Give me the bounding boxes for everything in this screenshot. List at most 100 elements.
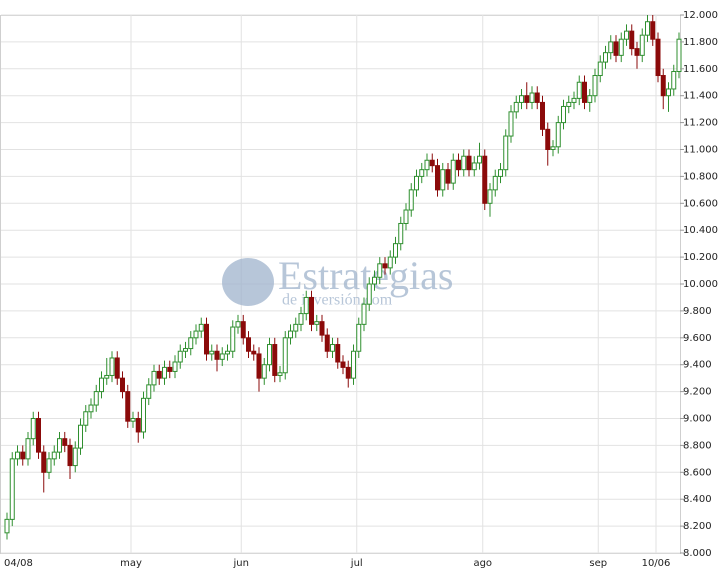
candle-body — [419, 169, 425, 177]
candle-body — [634, 48, 640, 56]
candle-body — [235, 321, 241, 328]
candle-body — [508, 111, 514, 137]
candle-body — [466, 155, 472, 171]
candle-body — [109, 357, 115, 376]
candle-body — [214, 350, 220, 360]
candle-body — [93, 391, 99, 406]
grid — [1, 14, 680, 554]
candle-body — [597, 61, 603, 77]
candle-body — [639, 34, 645, 56]
candle-body — [146, 384, 152, 399]
candle-body — [487, 189, 493, 204]
candle-body — [414, 175, 419, 191]
candle-body — [141, 397, 146, 433]
candle-body — [676, 38, 682, 72]
candle-body — [314, 321, 320, 325]
candle-body — [608, 41, 614, 54]
candle-body — [335, 344, 341, 363]
y-tick-label: 8.600 — [683, 467, 712, 478]
candle-body — [67, 444, 73, 467]
candle-body — [440, 169, 446, 191]
candle-body — [566, 101, 572, 107]
candle-body — [324, 334, 330, 352]
candle-body — [198, 323, 204, 332]
candle-body — [225, 350, 230, 355]
x-tick-label: jul — [350, 558, 363, 569]
candle-body — [46, 458, 52, 473]
candle-body — [618, 38, 624, 56]
candle-body — [20, 451, 26, 460]
candle-body — [156, 370, 162, 379]
candle-body — [408, 189, 414, 211]
candle-body — [25, 438, 31, 460]
candle-body — [655, 38, 661, 77]
candle-body — [261, 364, 267, 379]
candle-body — [660, 75, 666, 97]
candle-body — [361, 303, 367, 325]
candle-body — [256, 353, 262, 379]
candle-body — [545, 128, 551, 150]
candle-body — [125, 391, 131, 422]
candle-body — [550, 146, 556, 150]
candle-body — [230, 326, 236, 352]
candle-body — [345, 366, 351, 379]
candle-body — [624, 30, 629, 40]
candle-body — [461, 155, 467, 171]
y-tick-label: 8.000 — [683, 548, 712, 559]
candle-body — [193, 330, 199, 339]
candle-body — [340, 361, 346, 368]
candle-body — [309, 296, 314, 325]
candle-body — [471, 162, 477, 171]
candle-body — [524, 95, 530, 103]
x-tick-label: 04/08 — [4, 558, 33, 569]
candle-body — [41, 451, 47, 473]
candle-body — [372, 276, 377, 285]
x-tick-label: ago — [473, 558, 492, 569]
candle-body — [613, 41, 619, 56]
candle-body — [650, 21, 656, 40]
candle-body — [277, 372, 283, 376]
x-tick-label: jun — [233, 558, 249, 569]
candle-body — [519, 95, 524, 103]
candle-body — [534, 92, 540, 103]
candle-body — [645, 21, 650, 36]
candle-body — [603, 52, 608, 63]
candle-body — [429, 159, 435, 167]
y-tick-label: 11.600 — [683, 64, 718, 75]
candle-body — [387, 256, 393, 269]
candle-body — [104, 374, 110, 379]
watermark-logo — [222, 258, 274, 306]
candle-body — [177, 350, 183, 363]
candle-body — [450, 159, 456, 184]
candle-body — [366, 283, 372, 305]
candles — [4, 15, 682, 540]
candle-body — [319, 321, 325, 336]
candle-body — [351, 350, 356, 379]
candle-body — [398, 222, 404, 245]
candle-body — [540, 101, 545, 130]
y-tick-label: 8.400 — [683, 494, 712, 505]
watermark-title: Estrategias — [278, 253, 454, 298]
candle-body — [130, 418, 136, 422]
y-tick-label: 8.200 — [683, 521, 712, 532]
candle-body — [204, 323, 209, 355]
candle-body — [356, 323, 362, 352]
candle-body — [120, 377, 125, 393]
candle-body — [393, 243, 398, 258]
candle-body — [330, 344, 335, 352]
candle-body — [36, 418, 41, 453]
candle-body — [587, 95, 593, 103]
candle-body — [403, 209, 409, 224]
candle-body — [151, 370, 157, 386]
candle-body — [303, 296, 309, 315]
candle-body — [582, 81, 587, 103]
candle-body — [456, 159, 461, 171]
y-tick-label: 11.000 — [683, 145, 718, 156]
y-tick-label: 9.600 — [683, 333, 712, 344]
y-tick-label: 11.800 — [683, 37, 718, 48]
candle-body — [513, 101, 519, 113]
candle-body — [183, 348, 188, 352]
candle-body — [272, 344, 278, 376]
y-tick-label: 10.400 — [683, 225, 718, 236]
